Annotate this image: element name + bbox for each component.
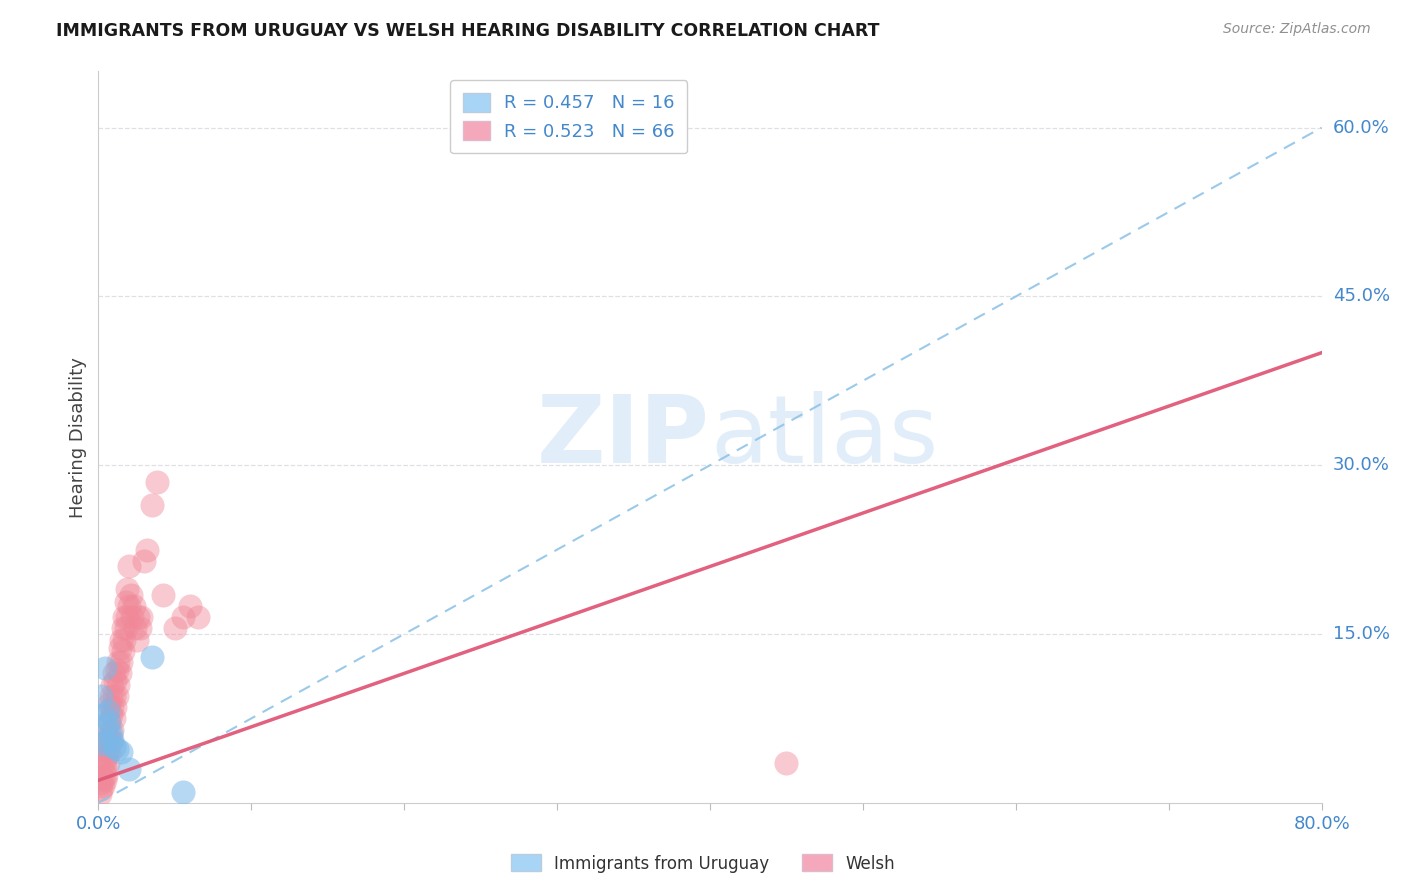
Point — [98, 714, 121, 729]
Point — [115, 595, 138, 609]
Text: Source: ZipAtlas.com: Source: ZipAtlas.com — [1223, 22, 1371, 37]
Legend: R = 0.457   N = 16, R = 0.523   N = 66: R = 0.457 N = 16, R = 0.523 N = 66 — [450, 80, 688, 153]
Point — [134, 554, 156, 568]
Point — [111, 644, 134, 658]
Point — [94, 737, 117, 751]
Point — [141, 649, 163, 664]
Point — [145, 475, 167, 489]
Point — [172, 610, 194, 624]
Point — [97, 756, 120, 771]
Point — [100, 726, 122, 740]
Point — [127, 610, 149, 624]
Point — [172, 784, 194, 798]
Point — [97, 741, 120, 756]
Point — [118, 762, 141, 776]
Point — [89, 787, 111, 801]
Point — [163, 621, 186, 635]
Point — [118, 599, 141, 613]
Point — [101, 678, 124, 692]
Point — [110, 655, 132, 669]
Y-axis label: Hearing Disability: Hearing Disability — [69, 357, 87, 517]
Point — [187, 610, 209, 624]
Point — [107, 678, 129, 692]
Point — [110, 632, 132, 647]
Point — [101, 732, 124, 747]
Point — [128, 621, 150, 635]
Point — [103, 711, 125, 725]
Point — [104, 700, 127, 714]
Point — [103, 689, 125, 703]
Point — [775, 756, 797, 771]
Point — [117, 610, 139, 624]
Legend: Immigrants from Uruguay, Welsh: Immigrants from Uruguay, Welsh — [503, 847, 903, 880]
Point — [103, 666, 125, 681]
Point — [125, 632, 148, 647]
Point — [91, 779, 114, 793]
Point — [129, 610, 152, 624]
Point — [103, 739, 125, 754]
Point — [108, 640, 131, 655]
Point — [98, 697, 121, 711]
Point — [97, 704, 120, 718]
Point — [136, 542, 159, 557]
Text: 60.0%: 60.0% — [1333, 119, 1389, 136]
Text: IMMIGRANTS FROM URUGUAY VS WELSH HEARING DISABILITY CORRELATION CHART: IMMIGRANTS FROM URUGUAY VS WELSH HEARING… — [56, 22, 880, 40]
Point — [179, 599, 201, 613]
Point — [91, 737, 114, 751]
Text: 15.0%: 15.0% — [1333, 625, 1389, 643]
Point — [110, 745, 132, 759]
Point — [94, 734, 117, 748]
Point — [98, 726, 121, 740]
Point — [111, 621, 134, 635]
Point — [112, 632, 135, 647]
Point — [101, 700, 124, 714]
Point — [115, 621, 138, 635]
Point — [90, 775, 112, 789]
Text: 30.0%: 30.0% — [1333, 456, 1389, 475]
Point — [93, 661, 115, 675]
Point — [124, 621, 146, 635]
Point — [91, 771, 114, 785]
Point — [104, 674, 127, 689]
Point — [93, 760, 115, 774]
Text: ZIP: ZIP — [537, 391, 710, 483]
Point — [112, 610, 135, 624]
Point — [91, 708, 114, 723]
Point — [108, 666, 131, 681]
Point — [101, 723, 124, 737]
Point — [100, 708, 122, 723]
Point — [98, 745, 121, 759]
Text: 45.0%: 45.0% — [1333, 287, 1391, 305]
Text: atlas: atlas — [710, 391, 938, 483]
Point — [94, 748, 117, 763]
Point — [90, 782, 112, 797]
Point — [120, 588, 142, 602]
Point — [141, 498, 163, 512]
Point — [93, 773, 115, 788]
Point — [94, 719, 117, 733]
Point — [105, 689, 128, 703]
Point — [105, 663, 128, 677]
Point — [117, 582, 139, 596]
Point — [152, 588, 174, 602]
Point — [121, 610, 143, 624]
Point — [97, 731, 120, 745]
Point — [105, 741, 128, 756]
Point — [122, 599, 145, 613]
Point — [100, 689, 122, 703]
Point — [94, 767, 117, 781]
Point — [118, 559, 141, 574]
Point — [90, 689, 112, 703]
Point — [100, 734, 122, 748]
Point — [93, 753, 115, 767]
Point — [107, 655, 129, 669]
Point — [98, 714, 121, 729]
Point — [91, 764, 114, 779]
